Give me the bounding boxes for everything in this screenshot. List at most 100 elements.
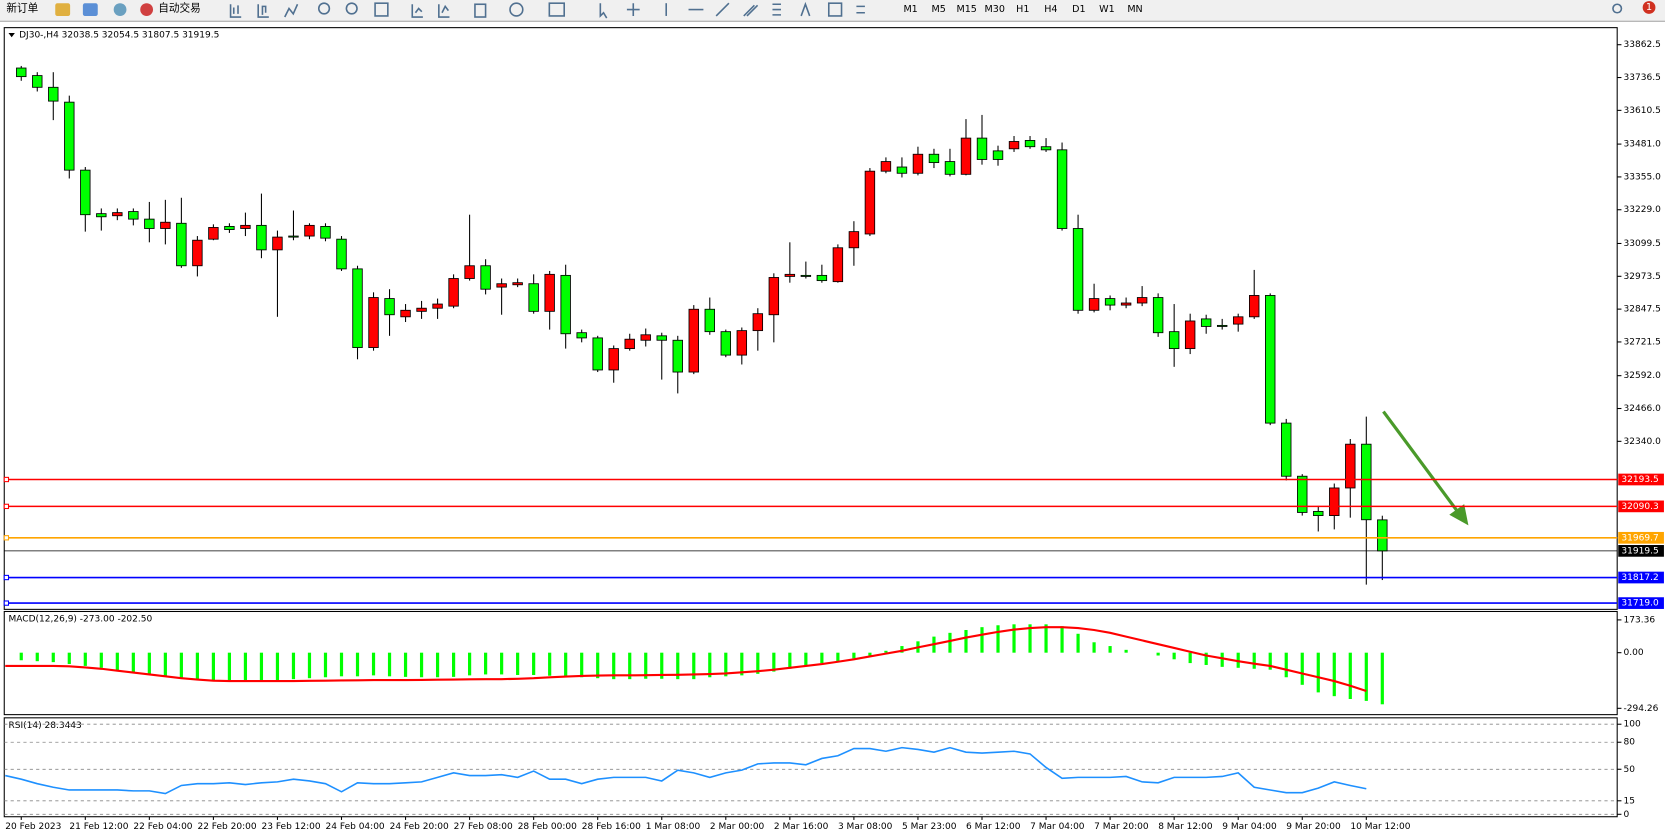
icon[interactable] xyxy=(509,2,524,17)
rsi-line xyxy=(5,746,1367,795)
timeframe-button[interactable]: H1 xyxy=(1016,4,1029,15)
indicator-title: DJ30-,H4 32038.5 32054.5 31807.5 31919.5 xyxy=(19,31,219,41)
icon[interactable] xyxy=(317,2,331,15)
level-label-bg xyxy=(1618,597,1664,609)
icon[interactable] xyxy=(548,2,566,17)
macd-pane xyxy=(3,610,1618,716)
y-tick-label: 32466.0 xyxy=(1624,404,1662,414)
histogram-bar xyxy=(884,650,888,653)
candle-body xyxy=(752,313,764,332)
y-tick-label: 33355.0 xyxy=(1624,172,1662,182)
timeframe-button[interactable]: M15 xyxy=(957,4,977,15)
candle-body xyxy=(192,239,203,267)
candle-body xyxy=(48,86,59,102)
icon[interactable] xyxy=(257,4,269,18)
histogram-bar xyxy=(211,652,215,681)
icon[interactable] xyxy=(411,4,423,18)
candle-body xyxy=(640,334,651,341)
icon[interactable] xyxy=(743,4,759,17)
icon[interactable] xyxy=(474,3,487,18)
icon[interactable] xyxy=(715,2,730,17)
search-icon[interactable] xyxy=(1612,3,1623,14)
level-label: 31969.7 xyxy=(1621,533,1658,543)
icon[interactable] xyxy=(55,3,71,16)
histogram-bar xyxy=(1172,652,1176,660)
icon[interactable] xyxy=(772,3,781,16)
candle-body xyxy=(480,265,491,290)
candle-body xyxy=(1329,487,1340,517)
autotrade-icon[interactable] xyxy=(140,3,154,16)
icon[interactable] xyxy=(800,1,811,17)
timeframe-button[interactable]: H4 xyxy=(1044,4,1057,15)
x-tick-label: 10 Mar 12:00 xyxy=(1350,822,1410,832)
new-order-button[interactable]: 新订单 xyxy=(6,2,38,15)
candle-body xyxy=(336,238,347,270)
timeframe-button[interactable]: M1 xyxy=(903,4,917,15)
histogram-bar xyxy=(179,652,183,679)
timeframe-button[interactable]: W1 xyxy=(1099,4,1115,15)
x-tick-label: 2 Mar 16:00 xyxy=(774,822,829,832)
timeframe-button[interactable]: MN xyxy=(1127,4,1142,15)
candle-body xyxy=(240,224,251,229)
histogram-bar xyxy=(692,652,696,680)
icon[interactable] xyxy=(438,4,450,18)
candle-body xyxy=(928,153,940,164)
level-handle xyxy=(3,600,10,606)
histogram-bar xyxy=(1156,652,1160,656)
icon[interactable] xyxy=(345,2,358,15)
current-price-label: 31919.5 xyxy=(1621,546,1658,556)
candle-body xyxy=(1120,302,1132,306)
y-tick-label: 32973.5 xyxy=(1624,272,1661,282)
annotation-arrow xyxy=(1382,410,1462,516)
icon[interactable] xyxy=(626,3,640,16)
badge-count: 1 xyxy=(1646,2,1652,13)
icon[interactable] xyxy=(856,5,865,14)
x-tick-label: 9 Mar 20:00 xyxy=(1286,822,1341,832)
icon[interactable] xyxy=(82,3,98,16)
timeframe-button[interactable]: D1 xyxy=(1072,4,1085,15)
icon[interactable] xyxy=(113,3,127,16)
icon[interactable] xyxy=(827,2,843,17)
histogram-bar xyxy=(660,652,664,679)
candle-body xyxy=(720,331,732,356)
toolbar-icons xyxy=(229,1,1623,19)
autotrade-button[interactable]: 自动交易 xyxy=(158,2,200,15)
x-tick-label: 24 Feb 04:00 xyxy=(326,822,385,832)
histogram-bar xyxy=(468,652,472,676)
histogram-bar xyxy=(371,652,376,676)
candle-body xyxy=(768,277,780,316)
y-tick-label: 32847.5 xyxy=(1624,305,1661,315)
candle-body xyxy=(1008,141,1020,150)
candle-body xyxy=(432,303,443,309)
icon[interactable] xyxy=(599,3,608,19)
icon[interactable] xyxy=(374,2,389,17)
histogram-bar xyxy=(948,632,952,653)
timeframe-button[interactable]: M5 xyxy=(931,4,945,15)
x-tick-label: 7 Mar 04:00 xyxy=(1030,822,1085,832)
histogram-bar xyxy=(131,652,135,673)
candle-body xyxy=(448,278,459,307)
level-label: 31817.2 xyxy=(1621,573,1658,583)
x-tick-label: 6 Mar 12:00 xyxy=(966,822,1021,832)
candle-body xyxy=(816,274,828,282)
y-tick-label: 50 xyxy=(1624,765,1636,775)
icon[interactable] xyxy=(284,3,299,18)
x-tick-label: 3 Mar 08:00 xyxy=(838,822,893,832)
candle-body xyxy=(832,247,844,283)
icon[interactable] xyxy=(229,4,242,18)
candle-body xyxy=(672,339,683,373)
histogram-bar xyxy=(676,652,680,680)
histogram-bar xyxy=(500,652,504,675)
candle-body xyxy=(352,268,363,348)
candle-body xyxy=(1024,140,1036,148)
candle-body xyxy=(96,213,107,218)
histogram-bar xyxy=(724,652,728,677)
candle-body xyxy=(608,348,619,371)
timeframe-button[interactable]: M30 xyxy=(985,4,1005,15)
level-label-bg xyxy=(1618,571,1664,584)
y-tick-label: 80 xyxy=(1624,738,1636,748)
candle-body xyxy=(528,283,539,312)
notification-badge[interactable] xyxy=(1642,1,1656,14)
histogram-bar xyxy=(435,652,440,678)
